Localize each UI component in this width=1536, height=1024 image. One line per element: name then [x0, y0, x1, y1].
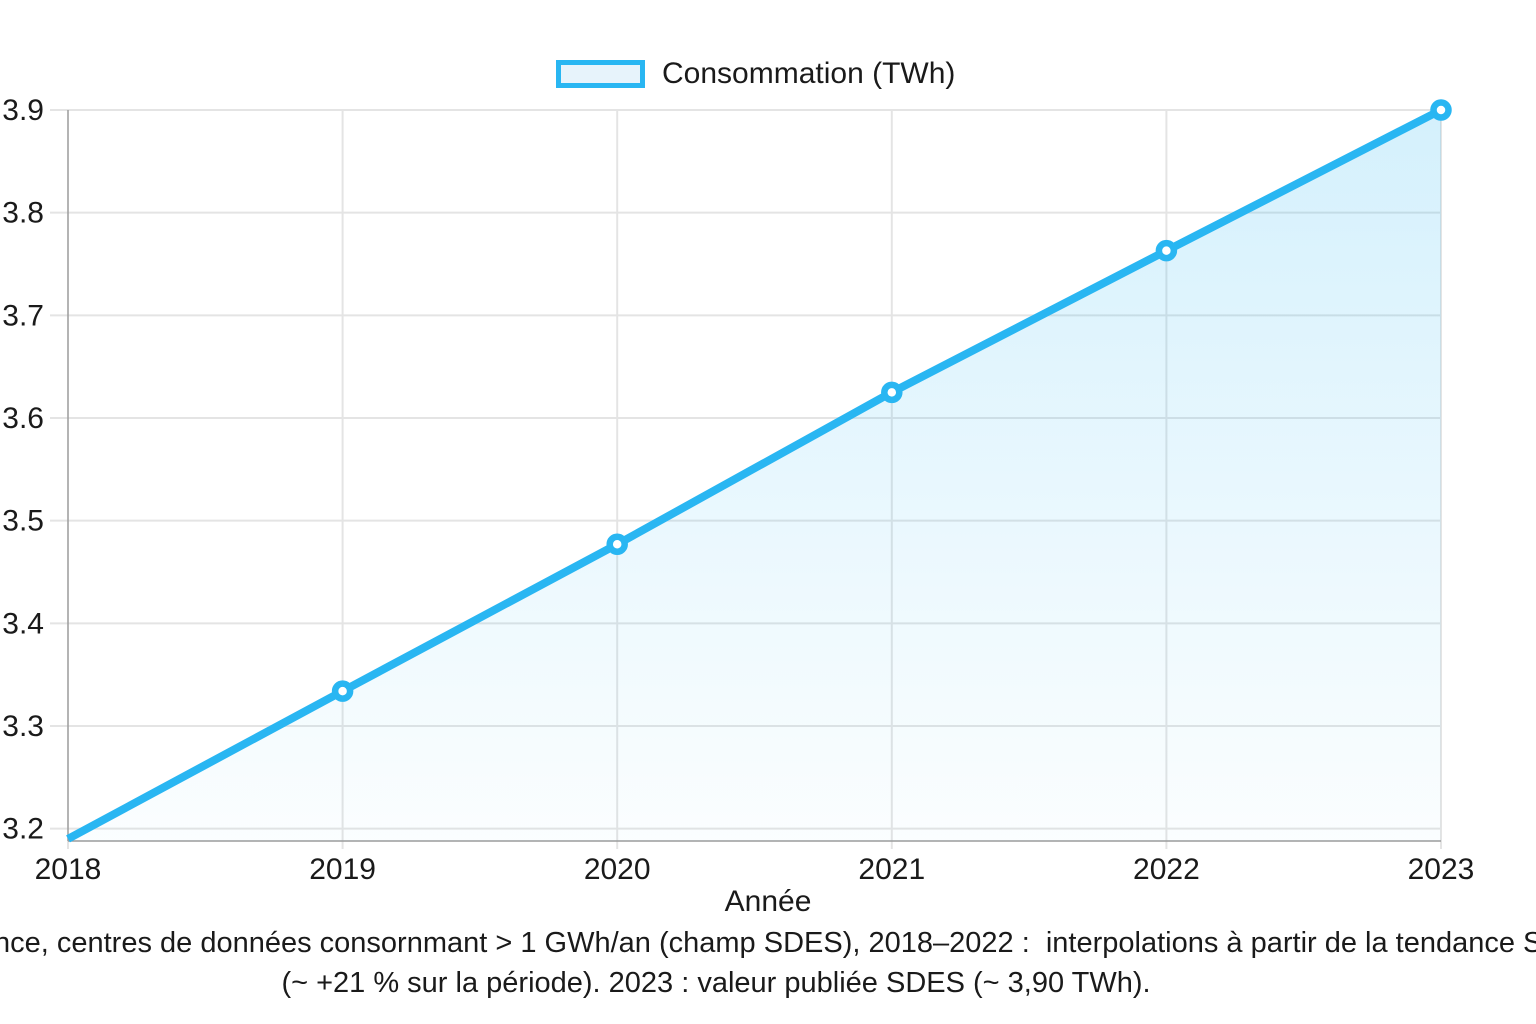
y-tick-label: 3.2 — [2, 813, 44, 846]
data-point[interactable] — [331, 680, 354, 702]
legend-label: Consommation (TWh) — [662, 57, 956, 90]
x-tick-label: 2018 — [35, 853, 102, 886]
x-tick-label: 2019 — [309, 853, 376, 886]
x-tick-label: 2020 — [584, 853, 651, 886]
data-point[interactable] — [1430, 99, 1452, 121]
x-tick-label: 2022 — [1133, 853, 1200, 886]
y-tick-label: 3.4 — [2, 607, 44, 640]
y-tick-label: 3.9 — [2, 94, 44, 127]
y-tick-label: 3.6 — [2, 402, 44, 435]
data-line — [66, 106, 1443, 843]
x-tick-label: 2023 — [1408, 853, 1475, 886]
x-axis-title: Année — [725, 885, 812, 918]
legend-swatch-icon — [556, 60, 645, 88]
y-tick-label: 3.8 — [2, 197, 44, 230]
x-tick-label: 2021 — [858, 853, 925, 886]
data-point[interactable] — [1155, 239, 1178, 262]
y-tick-label: 3.7 — [2, 299, 44, 332]
y-tick-label: 3.5 — [2, 505, 44, 538]
data-point[interactable] — [881, 381, 903, 404]
legend[interactable]: Consommation (TWh) — [556, 57, 956, 90]
y-tick-label: 3.3 — [2, 710, 44, 743]
data-point[interactable] — [606, 533, 628, 556]
